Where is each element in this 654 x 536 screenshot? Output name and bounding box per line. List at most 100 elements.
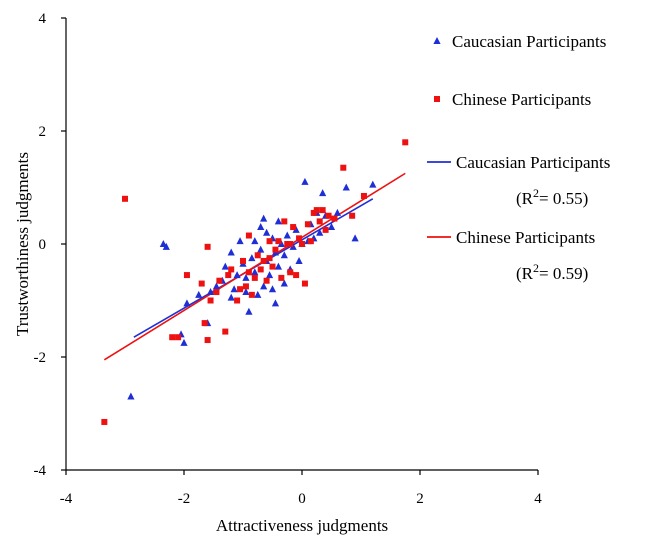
caucasian-participants-point [268, 285, 277, 293]
chinese-participants-point [245, 269, 252, 276]
chinese-participants-point [213, 289, 220, 296]
chinese-participants-point [316, 218, 323, 225]
caucasian-participants-point [242, 273, 250, 281]
caucasian-participants-point [227, 248, 235, 256]
chinese-participants-point [301, 280, 308, 287]
caucasian-participants-point [316, 228, 324, 236]
chinese-participants-point [242, 283, 249, 290]
chinese-participants-point [296, 235, 303, 242]
chinese-participants-point [248, 291, 255, 298]
caucasian-participants-point [274, 217, 282, 225]
chinese-participants-point [266, 238, 273, 245]
chinese-participants-point [360, 192, 367, 199]
chinese-participants-point [101, 418, 108, 425]
y-tick-label: 4 [39, 11, 47, 27]
caucasian-participants-point [295, 256, 303, 264]
chinese-participants-point [245, 232, 252, 239]
chinese-participants-point [204, 243, 211, 250]
chinese-participants-point [287, 269, 294, 276]
caucasian-participants-point [319, 189, 327, 197]
caucasian-participants-point [236, 237, 244, 245]
caucasian-participants-point [280, 251, 288, 259]
chinese-participants-point [222, 328, 229, 335]
trendlines [103, 172, 406, 361]
y-tick-label: -4 [34, 463, 47, 479]
caucasian-participants-point [280, 279, 288, 287]
chinese-participants-point [251, 274, 258, 281]
caucasian-participants-point [265, 271, 274, 279]
chinese-participants-point [260, 257, 267, 264]
caucasian-participants-point [251, 268, 259, 276]
chinese-participants-point [331, 215, 338, 222]
y-tick-label: 2 [39, 124, 47, 140]
y-axis-title: Trustworthiness judgments [13, 152, 32, 336]
chinese-participants-point [216, 277, 223, 284]
legend-r2-label: (R2= 0.59) [516, 261, 588, 283]
chinese-participants-point [287, 241, 294, 247]
chinese-participants-point [325, 212, 332, 219]
caucasian-participants-point [254, 290, 262, 298]
trendline-chinese-participants [103, 172, 406, 361]
chinese-participants-point [198, 280, 205, 287]
chinese-participants-point [201, 320, 208, 327]
chinese-participants-point [278, 274, 285, 281]
chinese-participants-point [349, 212, 356, 219]
chinese-participants-point [313, 207, 320, 214]
caucasian-participants-point [127, 392, 135, 400]
caucasian-participants-point [206, 288, 215, 296]
chinese-participants-point [275, 238, 282, 245]
caucasian-participants-point [233, 271, 241, 279]
legend-square-marker [434, 96, 440, 102]
caucasian-participants-point [263, 228, 271, 236]
chinese-participants-point [228, 266, 235, 273]
caucasian-participants-point [257, 223, 265, 231]
chinese-participants-point [204, 337, 211, 344]
caucasian-participants-point [212, 282, 221, 290]
x-tick-label: 4 [534, 491, 542, 507]
chinese-participants-point [269, 263, 276, 270]
chinese-participants-point [319, 207, 326, 214]
caucasian-participants-point [271, 299, 280, 307]
caucasian-participants-point [327, 223, 336, 231]
caucasian-participants-point [227, 293, 235, 301]
caucasian-participants-point [242, 288, 250, 296]
chinese-participants-point [234, 297, 241, 304]
x-tick-label: 0 [298, 491, 306, 507]
caucasian-participants-point [333, 208, 341, 216]
caucasian-participants-point [180, 338, 188, 346]
caucasian-participants-point [221, 262, 229, 270]
legend-r2-label: (R2= 0.55) [516, 186, 588, 208]
legend-label: Caucasian Participants [452, 32, 606, 51]
chinese-participants-point [304, 221, 311, 228]
caucasian-participants-point [195, 290, 203, 298]
chinese-participants-point [402, 139, 409, 146]
legend-triangle-marker [433, 37, 441, 44]
caucasian-participants-point [245, 307, 253, 315]
caucasian-participants-point [369, 180, 377, 188]
chinese-participants-point [122, 195, 128, 202]
legend-label: Chinese Participants [456, 228, 595, 247]
legend: Caucasian Participants Chinese Participan… [427, 32, 610, 283]
data-points [101, 139, 409, 425]
x-tick-label: -4 [60, 491, 73, 507]
caucasian-participants-point [301, 177, 309, 185]
caucasian-participants-point [283, 231, 291, 239]
caucasian-participants-point [260, 282, 268, 290]
caucasian-participants-point [257, 245, 265, 253]
chinese-participants-point [281, 218, 288, 225]
chinese-participants-point [207, 297, 214, 304]
chinese-participants-point [307, 238, 314, 245]
axis-ticks: -4 -2 0 2 4 -4 -2 0 2 4 [34, 11, 543, 507]
x-tick-label: -2 [178, 491, 191, 507]
chinese-participants-point [257, 266, 264, 273]
plot-area: -4 -2 0 2 4 -4 -2 0 2 4 [34, 11, 543, 507]
caucasian-participants-point [162, 242, 170, 250]
chinese-participants-point [272, 246, 279, 253]
chinese-participants-point [293, 272, 300, 279]
chinese-participants-point [322, 226, 329, 233]
legend-label: Caucasian Participants [456, 153, 610, 172]
caucasian-participants-point [251, 237, 259, 245]
chinese-participants-point [225, 272, 232, 279]
chinese-participants-point [266, 255, 273, 262]
